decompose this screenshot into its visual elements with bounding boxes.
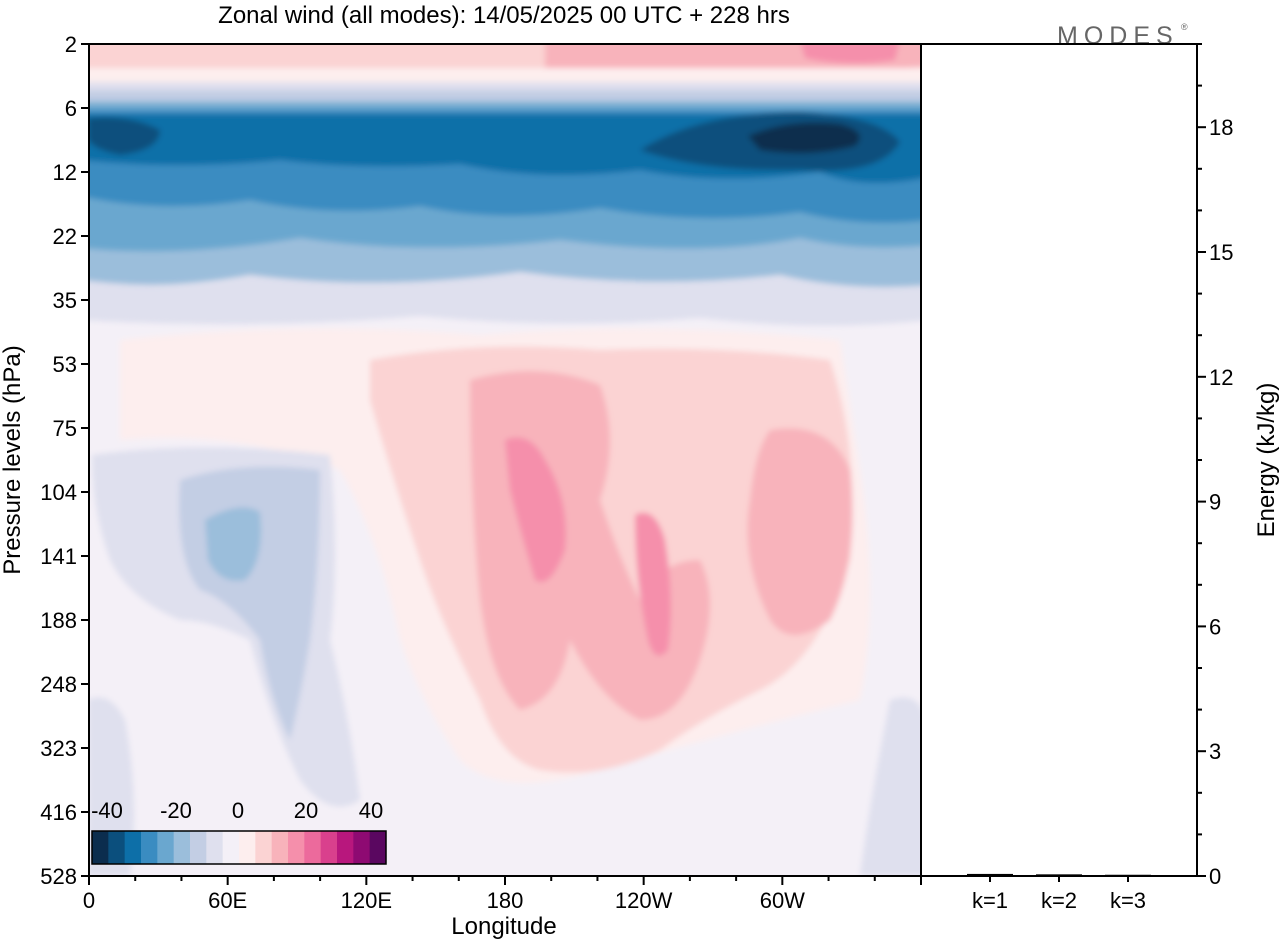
colorbar-swatch xyxy=(222,831,240,864)
colorbar-swatch xyxy=(255,831,273,864)
energy-axis-title: Energy (kJ/kg) xyxy=(1253,383,1280,538)
y-tick-label: 2 xyxy=(65,32,77,57)
energy-tick-label: 12 xyxy=(1209,365,1233,390)
colorbar-swatch xyxy=(353,831,371,864)
band-white-2 xyxy=(89,82,921,90)
y-axis-title: Pressure levels (hPa) xyxy=(0,345,26,574)
energy-tick-label: 9 xyxy=(1209,490,1221,515)
y-axis: 2 6 12 22 35 53 75 104 141 188 248 323 416 528 xyxy=(40,32,89,889)
energy-bar xyxy=(1036,874,1082,876)
energy-panel-frame xyxy=(920,43,1198,877)
energy-tick-label: 18 xyxy=(1209,115,1233,140)
y-tick-label: 6 xyxy=(65,96,77,121)
colorbar-frame xyxy=(91,830,387,865)
colorbar-swatch xyxy=(173,831,191,864)
colorbar-swatch xyxy=(141,831,158,864)
colorbar-tick-label: -20 xyxy=(160,798,192,823)
y-tick-label: 104 xyxy=(40,480,77,505)
y-tick-label: 188 xyxy=(40,608,77,633)
energy-tick-label: 15 xyxy=(1209,240,1233,265)
y-tick-label: 528 xyxy=(40,864,77,889)
band-lavender xyxy=(89,272,921,326)
colorbar-tick-label: 0 xyxy=(232,798,244,823)
x-axis: 0 60E 120E 180 120W 60W xyxy=(83,876,922,913)
y-tick-label: 323 xyxy=(40,736,77,761)
region-pink-strong-2 xyxy=(635,512,671,656)
energy-tick-label: 3 xyxy=(1209,739,1221,764)
x-tick-label: 180 xyxy=(487,888,524,913)
y-tick-label: 75 xyxy=(53,416,77,441)
y-tick-label: 35 xyxy=(53,288,77,313)
colorbar-tick-label: 20 xyxy=(294,798,318,823)
colorbar-swatch xyxy=(320,831,338,864)
x-tick-label: 0 xyxy=(83,888,95,913)
band-white-1 xyxy=(89,68,921,82)
region-blue-low xyxy=(205,507,261,581)
energy-tick-label: 0 xyxy=(1209,864,1221,889)
energy-axis: 0 3 6 9 12 15 18 xyxy=(989,43,1233,889)
y-tick-label: 416 xyxy=(40,800,77,825)
colorbar-tick-label: 40 xyxy=(359,798,383,823)
colorbar-tick-labels: -40 -20 0 20 40 xyxy=(91,798,383,823)
energy-x-labels: k=1 k=2 k=3 xyxy=(972,888,1146,913)
colorbar-swatch xyxy=(108,831,126,864)
y-tick-label: 53 xyxy=(53,352,77,377)
chart-title: Zonal wind (all modes): 14/05/2025 00 UT… xyxy=(218,2,790,29)
x-axis-title: Longitude xyxy=(451,913,556,940)
region-lavender-se xyxy=(860,697,921,876)
energy-bars xyxy=(967,873,1151,877)
colorbar xyxy=(91,830,387,865)
region-pink-mid-east xyxy=(747,428,853,635)
colorbar-swatch xyxy=(190,831,207,864)
energy-bar xyxy=(1105,874,1151,877)
x-tick-label: 120W xyxy=(615,888,673,913)
registered-mark: ® xyxy=(1181,22,1188,32)
colorbar-swatch xyxy=(288,831,305,864)
colorbar-swatch xyxy=(124,831,142,864)
colorbar-swatch xyxy=(369,831,387,864)
colorbar-swatch xyxy=(92,831,109,864)
heatmap-plot xyxy=(89,44,921,876)
y-tick-label: 141 xyxy=(40,544,77,569)
energy-category-label: k=3 xyxy=(1110,888,1146,913)
colorbar-swatch xyxy=(337,831,354,864)
band-light-blue xyxy=(89,90,921,100)
x-tick-label: 60E xyxy=(208,888,247,913)
energy-category-label: k=1 xyxy=(972,888,1008,913)
colorbar-swatch xyxy=(206,831,224,864)
colorbar-swatch xyxy=(304,831,322,864)
colorbar-swatch xyxy=(271,831,289,864)
y-tick-label: 12 xyxy=(53,160,77,185)
energy-tick-label: 6 xyxy=(1209,614,1221,639)
region-pink-strong-1 xyxy=(505,437,566,582)
y-tick-label: 248 xyxy=(40,672,77,697)
y-tick-label: 22 xyxy=(53,224,77,249)
colorbar-swatch xyxy=(239,831,256,864)
jet-west-patch xyxy=(89,117,160,155)
colorbar-tick-label: -40 xyxy=(91,798,123,823)
energy-bar xyxy=(967,873,1013,876)
x-tick-label: 120E xyxy=(341,888,392,913)
jet-core-inner xyxy=(748,122,860,154)
colorbar-swatch xyxy=(157,831,175,864)
patch-top-right-core xyxy=(801,44,899,64)
x-tick-label: 60W xyxy=(760,888,805,913)
energy-category-label: k=2 xyxy=(1041,888,1077,913)
